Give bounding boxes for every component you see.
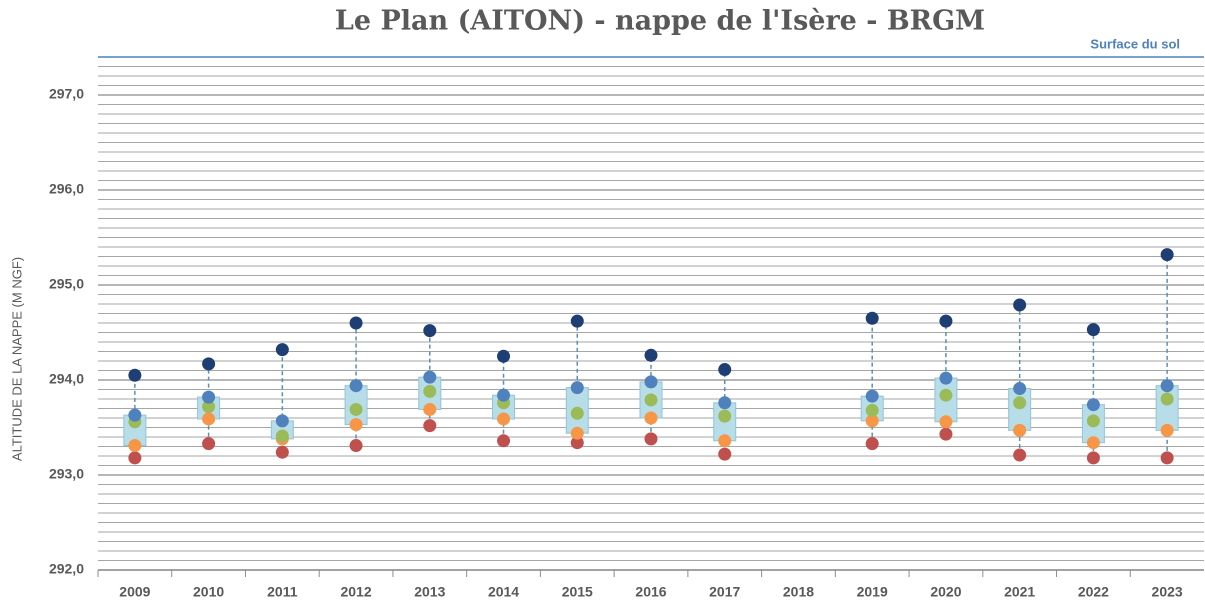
point — [1013, 396, 1027, 410]
point — [275, 343, 289, 357]
point — [1160, 379, 1174, 393]
point — [718, 409, 732, 423]
x-tick-label: 2010 — [193, 584, 224, 600]
point — [423, 324, 437, 338]
point — [128, 368, 142, 382]
point — [865, 437, 879, 451]
point — [1160, 392, 1174, 406]
y-tick-label: 295,0 — [49, 276, 84, 292]
x-tick-label: 2022 — [1078, 584, 1109, 600]
point — [1160, 423, 1174, 437]
point — [497, 388, 511, 402]
point — [1086, 323, 1100, 337]
point — [1013, 298, 1027, 312]
point — [939, 427, 953, 441]
point — [423, 402, 437, 416]
y-axis-label: ALTITUDE DE LA NAPPE (M NGF) — [9, 257, 24, 461]
x-tick-label: 2017 — [709, 584, 740, 600]
point — [865, 389, 879, 403]
point — [570, 426, 584, 440]
point — [644, 393, 658, 407]
point — [1086, 398, 1100, 412]
point — [718, 396, 732, 410]
x-tick-label: 2020 — [930, 584, 961, 600]
point — [349, 439, 363, 453]
point — [718, 363, 732, 377]
x-tick-label: 2016 — [635, 584, 666, 600]
point — [644, 432, 658, 446]
point — [1013, 423, 1027, 437]
x-tick-label: 2021 — [1004, 584, 1035, 600]
point — [349, 418, 363, 432]
point — [865, 311, 879, 325]
point — [939, 314, 953, 328]
point — [644, 411, 658, 425]
point — [128, 408, 142, 422]
y-tick-label: 293,0 — [49, 466, 84, 482]
point — [349, 379, 363, 393]
x-tick-label: 2011 — [267, 584, 298, 600]
y-tick-label: 294,0 — [49, 371, 84, 387]
point — [423, 384, 437, 398]
point — [1013, 382, 1027, 396]
point — [423, 370, 437, 384]
point — [1160, 451, 1174, 465]
point — [718, 447, 732, 461]
point — [202, 437, 216, 451]
x-tick-label: 2018 — [783, 584, 814, 600]
x-tick-label: 2015 — [562, 584, 593, 600]
point — [1086, 436, 1100, 450]
point — [202, 390, 216, 404]
point — [202, 412, 216, 426]
point — [275, 445, 289, 459]
surface-label: Surface du sol — [1090, 36, 1180, 51]
x-tick-label: 2014 — [488, 584, 519, 600]
x-tick-label: 2019 — [857, 584, 888, 600]
box — [1155, 385, 1179, 431]
point — [570, 381, 584, 395]
point — [128, 439, 142, 453]
point — [939, 388, 953, 402]
point — [718, 434, 732, 448]
point — [202, 400, 216, 414]
point — [570, 314, 584, 328]
point — [1086, 414, 1100, 428]
point — [202, 357, 216, 371]
point — [497, 434, 511, 448]
y-tick-label: 296,0 — [49, 181, 84, 197]
point — [1160, 248, 1174, 262]
point — [497, 349, 511, 363]
y-tick-label: 292,0 — [49, 561, 84, 577]
chart-title: Le Plan (AITON) - nappe de l'Isère - BRG… — [335, 6, 985, 37]
point — [423, 419, 437, 433]
point — [644, 375, 658, 389]
point — [349, 316, 363, 330]
point — [570, 406, 584, 420]
point — [349, 402, 363, 416]
point — [497, 412, 511, 426]
point — [939, 371, 953, 385]
y-tick-label: 297,0 — [49, 86, 84, 102]
x-tick-label: 2012 — [340, 584, 371, 600]
point — [570, 436, 584, 450]
point — [865, 403, 879, 417]
point — [865, 414, 879, 428]
point — [128, 451, 142, 465]
point — [644, 348, 658, 362]
point — [275, 414, 289, 428]
point — [1086, 451, 1100, 465]
point — [939, 415, 953, 429]
point — [1013, 448, 1027, 462]
x-tick-label: 2013 — [414, 584, 445, 600]
x-tick-label: 2009 — [119, 584, 150, 600]
x-tick-label: 2023 — [1152, 584, 1183, 600]
point — [275, 429, 289, 443]
